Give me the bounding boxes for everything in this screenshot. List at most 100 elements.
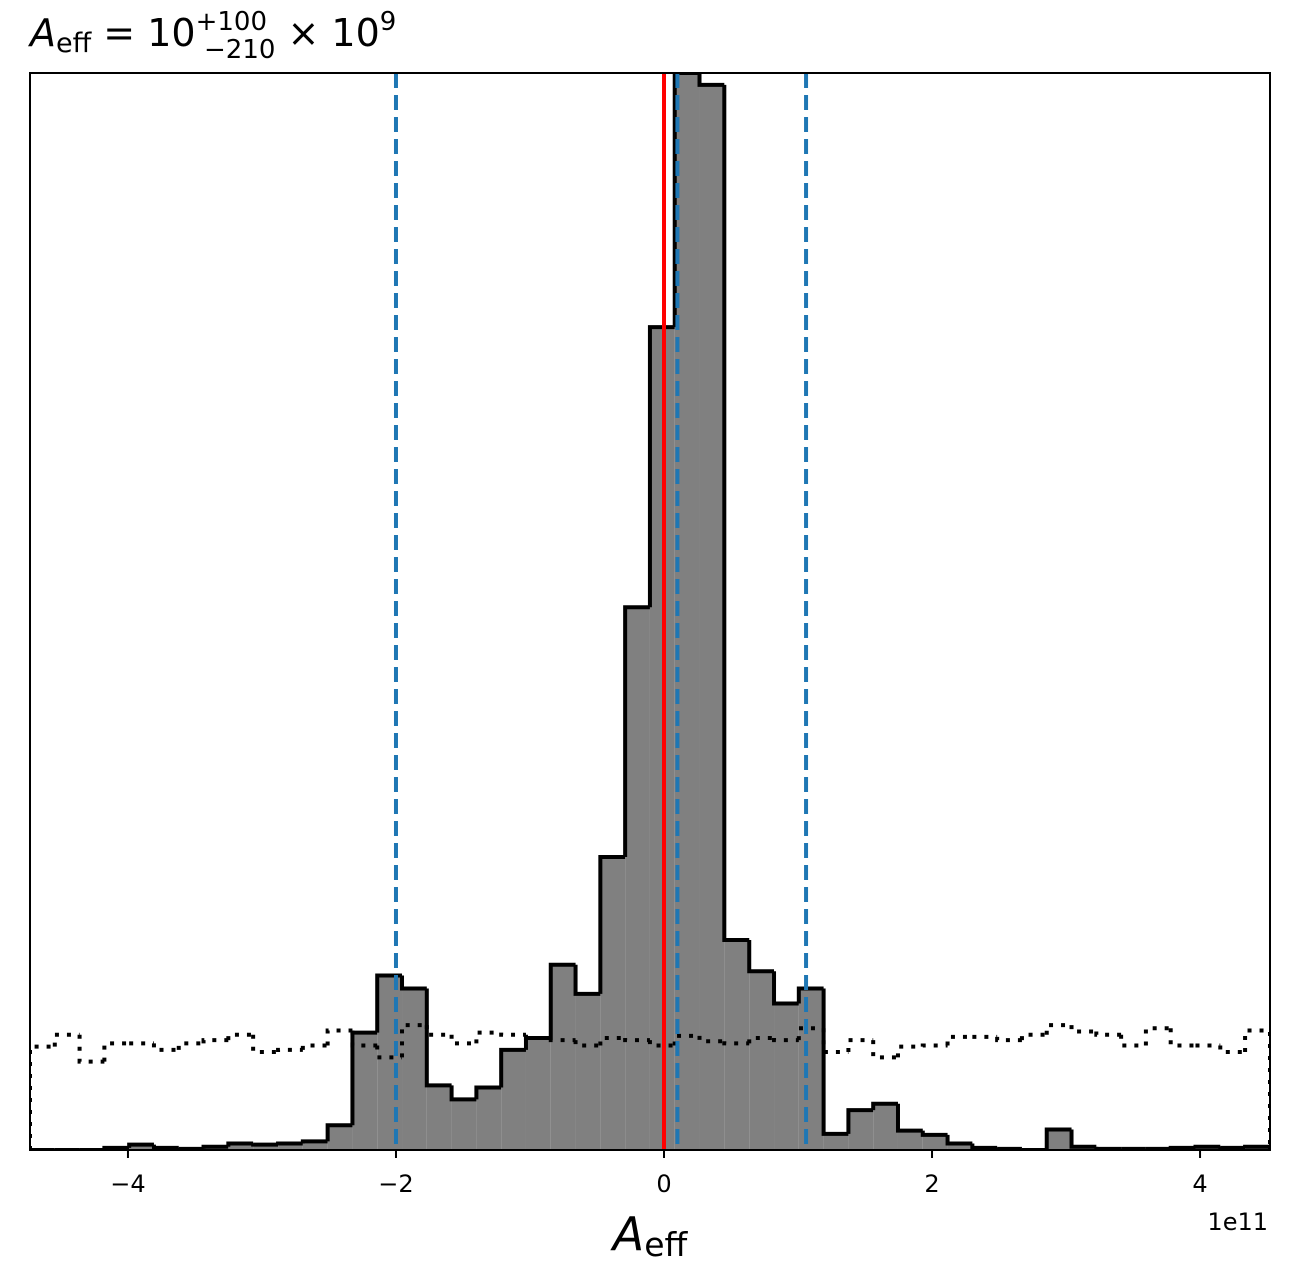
x-tick-label: 4: [1192, 1170, 1207, 1198]
histogram-step: [623, 1037, 650, 1043]
histogram-step: [1094, 1031, 1122, 1037]
histogram-step: [598, 855, 626, 994]
histogram-bar: [575, 993, 601, 1150]
histogram-step: [176, 1146, 204, 1150]
histogram-bar: [897, 1130, 923, 1150]
histogram-step: [226, 1032, 254, 1041]
histogram-step: [697, 1035, 725, 1044]
histogram-step: [796, 986, 824, 1004]
histogram-step: [151, 1043, 179, 1052]
histogram-step: [77, 1034, 105, 1064]
histogram-bar: [352, 1032, 378, 1150]
histogram-step: [697, 73, 725, 87]
histogram-step: [871, 1101, 898, 1111]
histogram-step: [1243, 1144, 1270, 1150]
title-sup: +100: [196, 7, 267, 37]
histogram-step: [573, 1040, 601, 1048]
histogram-bar: [922, 1134, 948, 1150]
histogram-step: [623, 605, 650, 858]
histogram-step: [151, 1144, 179, 1150]
histogram-step: [995, 1036, 1022, 1043]
histogram-step: [375, 1045, 403, 1060]
histogram-step: [821, 1028, 849, 1054]
histogram-step: [300, 1043, 328, 1050]
title-tail: × 10: [275, 11, 379, 55]
histogram-step: [772, 971, 799, 1006]
histogram-bar: [228, 1143, 254, 1150]
histogram-step: [747, 939, 775, 974]
histogram-step: [1094, 1146, 1122, 1150]
chart-title: Aeff = 10+100 −210 × 109: [27, 7, 396, 65]
histogram-step: [325, 1123, 353, 1142]
histogram-bar: [600, 857, 626, 1150]
histogram-step: [1069, 1129, 1097, 1149]
histogram-step: [548, 1037, 576, 1043]
histogram-step: [400, 975, 427, 991]
histogram-bar: [476, 1087, 502, 1150]
x-tick-label: −2: [378, 1170, 413, 1198]
histogram-step: [300, 1139, 328, 1144]
histogram-step: [1168, 1145, 1196, 1150]
title-exp: 9: [380, 7, 397, 37]
histogram-step: [1019, 1032, 1047, 1041]
histogram-bar: [625, 607, 650, 1150]
histogram-bar: [1046, 1129, 1072, 1150]
histogram-step: [176, 1041, 204, 1050]
histogram-step: [325, 1028, 353, 1046]
histogram-step: [1168, 1028, 1196, 1048]
x-axis-label: Aeff: [610, 1207, 689, 1264]
histogram-step: [226, 1141, 254, 1147]
x-offset-label: 1e11: [1207, 1208, 1268, 1236]
histogram-step: [772, 1037, 799, 1043]
histogram-bar: [253, 1144, 279, 1150]
histogram-step: [871, 1040, 898, 1060]
histogram-bar: [947, 1143, 973, 1150]
histogram-bar: [823, 1133, 849, 1150]
x-tick-label: −4: [110, 1170, 145, 1198]
histogram-step: [276, 1141, 303, 1146]
histogram-bar: [774, 1003, 799, 1150]
histogram-bar: [426, 1085, 452, 1150]
title-symbol-sub: eff: [56, 28, 93, 59]
histogram-step: [846, 1038, 874, 1052]
histogram-step: [474, 1085, 502, 1100]
histogram-step: [895, 1103, 923, 1133]
title-text: = 10: [91, 11, 195, 55]
histogram-bar: [848, 1110, 874, 1150]
histogram-bar: [327, 1125, 353, 1150]
histogram-step: [672, 73, 700, 328]
title-sub: −210: [204, 35, 275, 65]
histogram-step: [920, 1130, 948, 1137]
histogram-step: [1069, 1025, 1097, 1034]
histogram-step: [821, 988, 849, 1136]
x-label-symbol: A: [610, 1207, 644, 1261]
histogram-step: [1044, 1023, 1072, 1035]
histogram-bar: [501, 1049, 526, 1150]
histogram-step: [846, 1108, 874, 1134]
histogram-step: [970, 1143, 998, 1150]
histogram-step: [276, 1047, 303, 1052]
histogram-step: [201, 1038, 229, 1044]
histogram-step: [647, 1040, 675, 1048]
histogram-step: [1119, 1034, 1146, 1048]
histogram-bar: [129, 1144, 154, 1150]
histogram-bar: [278, 1143, 303, 1150]
histogram-bar: [873, 1103, 898, 1150]
x-tick-label: 0: [656, 1170, 671, 1198]
histogram-step: [647, 325, 675, 608]
histogram-bar: [302, 1141, 328, 1150]
histogram-step: [424, 1025, 452, 1037]
histogram-step: [945, 1034, 973, 1046]
histogram-step: [201, 1144, 229, 1149]
histogram-step: [424, 988, 452, 1088]
histogram-step: [1218, 1145, 1246, 1150]
histogram-step: [499, 1047, 526, 1088]
histogram-step: [449, 1085, 477, 1102]
histogram-bar: [798, 988, 824, 1150]
histogram-step: [102, 1041, 130, 1062]
histogram-bar: [749, 971, 775, 1150]
histogram-step: [672, 1033, 700, 1046]
plot-frame: [29, 72, 1271, 1151]
histogram-step: [251, 1034, 279, 1054]
